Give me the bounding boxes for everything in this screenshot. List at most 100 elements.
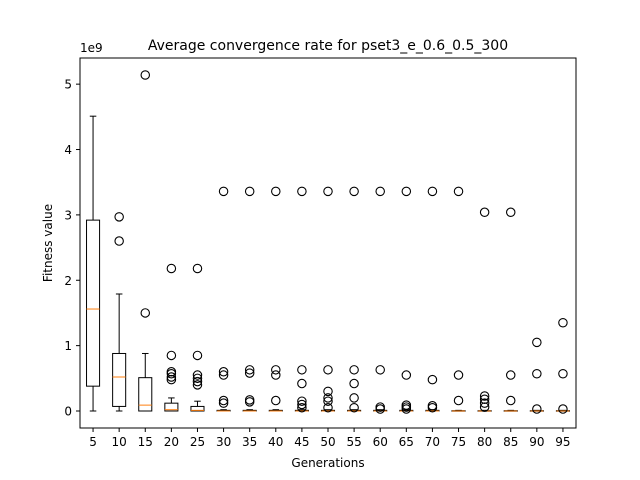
box-group-85 [503,207,518,412]
flier-point [271,395,281,406]
flier-point [375,404,385,414]
x-tick-label: 20 [164,435,179,449]
flier-point [427,186,438,197]
x-tick-label: 35 [242,435,257,449]
flier-point [218,395,229,406]
axes-frame [79,57,577,429]
box-group-75 [451,186,466,412]
flier-point [453,370,464,380]
box [112,352,127,407]
flier-point [323,402,333,413]
flier-point [558,404,568,414]
flier-point [166,374,177,385]
flier-point [375,402,385,412]
x-tick-label: 25 [190,435,205,449]
flier-point [192,376,203,387]
y-axis-label: Fitness value [41,204,55,282]
flier-point [192,263,203,274]
flier-point [479,398,490,408]
x-tick-label: 40 [268,435,283,449]
flier-point [375,365,385,375]
flier-point [166,372,177,382]
flier-point [297,365,307,375]
flier-point [244,397,255,407]
box-group-80 [477,207,492,412]
x-tick-label: 5 [89,435,97,449]
flier-point [479,391,490,401]
flier-point [323,365,333,375]
box-group-45 [294,186,309,413]
x-tick-label: 50 [320,435,335,449]
plot-area [86,70,570,414]
x-tick-label: 65 [399,435,414,449]
flier-point [401,400,412,410]
flier-point [558,318,568,328]
flier-point [453,395,464,406]
flier-point [323,393,333,403]
y-offset-label: 1e9 [80,41,103,55]
flier-point [427,401,438,411]
flier-point [349,186,359,197]
box-group-60 [373,186,388,414]
box-group-15 [138,70,153,412]
box [138,377,153,412]
flier-point [244,365,255,375]
box-group-20 [164,263,179,412]
flier-point [532,368,542,379]
flier-point [323,386,333,397]
flier-point [297,399,307,410]
x-tick-label: 15 [138,435,153,449]
flier-point [114,236,124,246]
box-group-10 [112,212,127,412]
flier-point [558,368,568,379]
flier-point [218,367,229,377]
flier-point [192,380,203,390]
flier-point [479,394,490,404]
box-group-65 [399,186,414,414]
flier-point [532,404,542,414]
flier-point [297,396,307,406]
box-group-40 [268,186,283,412]
x-tick-label: 85 [503,435,518,449]
box-group-50 [320,186,336,413]
box-group-95 [555,318,570,414]
x-tick-label: 70 [425,435,440,449]
flier-point [244,368,255,378]
flier-point [166,263,177,274]
flier-point [505,395,516,406]
flier-point [244,395,255,405]
axes: 5 10 15 20 25 30 35 40 45 50 55 60 65 70 75 80 85 90 95012… [64,78,570,449]
flier-point [453,186,464,197]
flier-point [349,378,359,389]
y-tick-label: 1 [64,339,72,353]
flier-point [532,337,542,348]
y-tick-label: 3 [64,208,72,222]
flier-point [401,186,412,197]
flier-point [271,365,281,375]
flier-point [218,186,229,197]
x-tick-label: 30 [216,435,231,449]
y-tick-label: 5 [64,78,72,92]
flier-point [218,370,229,380]
flier-point [479,207,490,218]
x-tick-label: 55 [346,435,361,449]
box [190,405,205,412]
flier-point [297,186,307,197]
y-tick-label: 2 [64,274,72,288]
y-tick-label: 0 [64,405,72,419]
flier-point [244,186,255,197]
flier-point [349,365,359,375]
x-tick-label: 45 [294,435,309,449]
box-group-5 [86,115,101,412]
flier-point [401,370,412,380]
flier-point [349,402,359,413]
box-group-55 [347,186,362,413]
box-group-70 [425,186,440,413]
flier-point [323,186,333,197]
flier-point [297,402,307,413]
box-group-30 [216,186,231,412]
flier-point [505,207,516,218]
flier-point [166,350,177,361]
flier-point [349,393,359,403]
